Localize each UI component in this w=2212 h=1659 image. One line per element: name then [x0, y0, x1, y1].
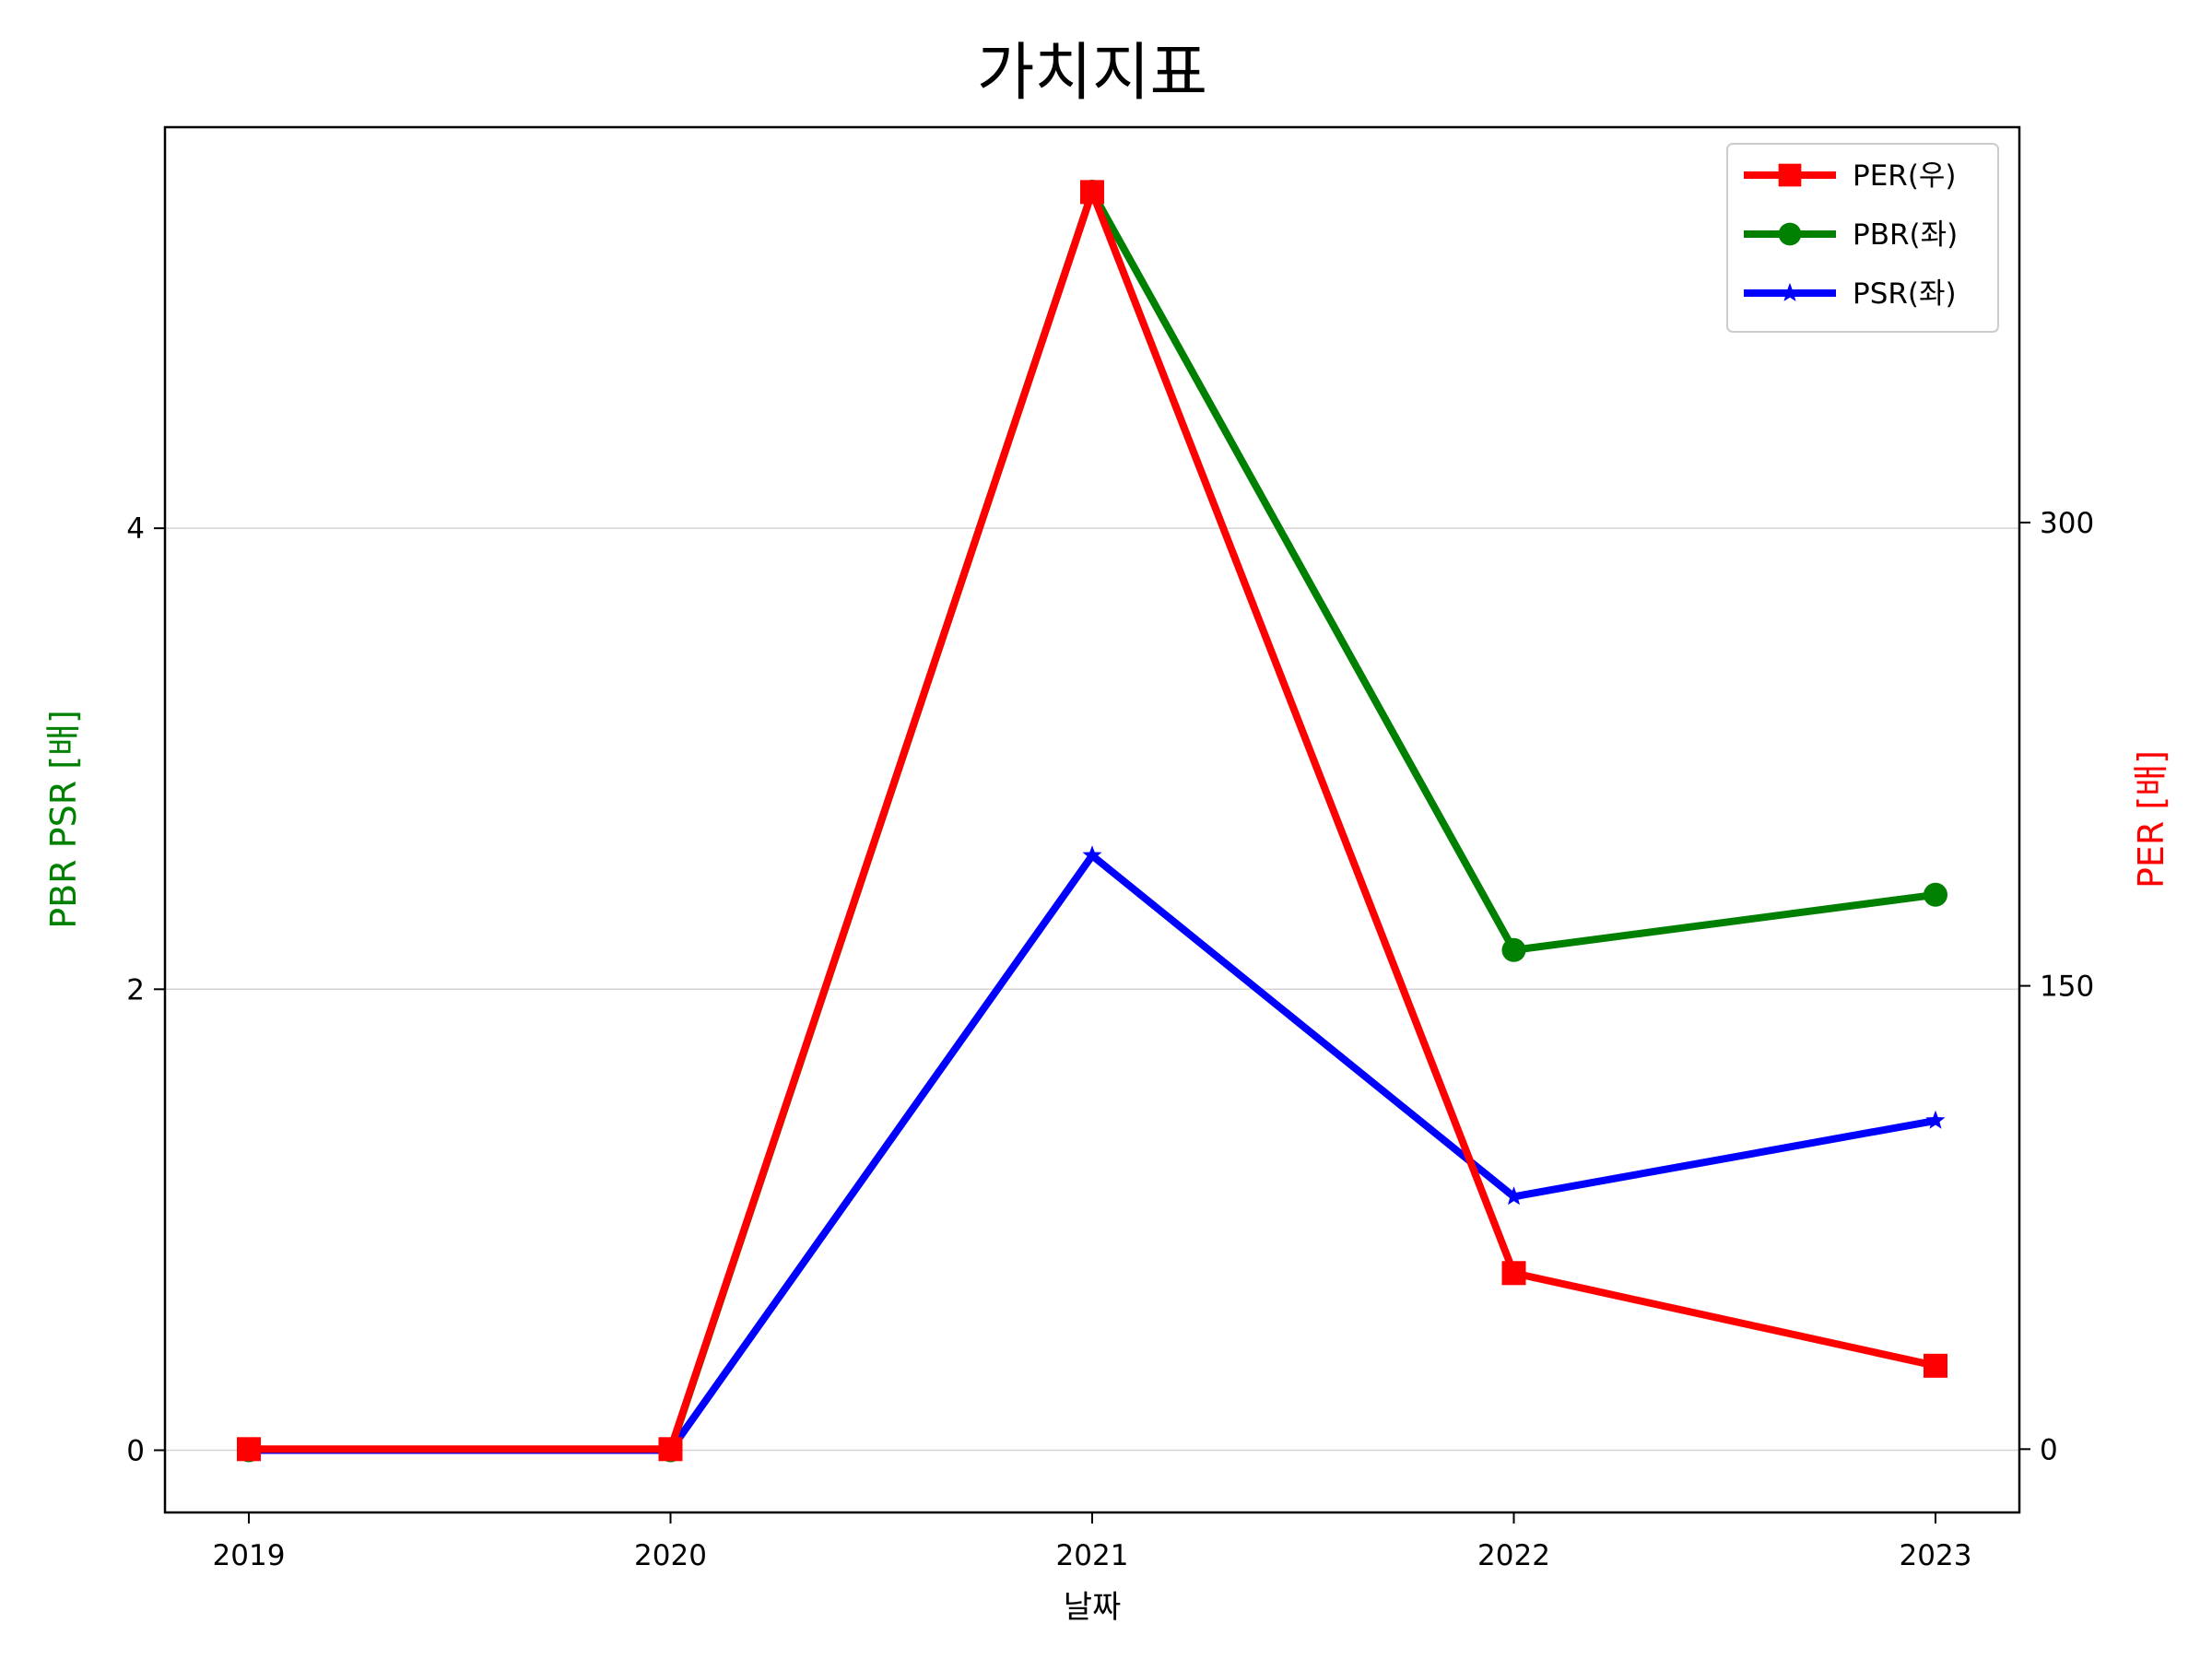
- x-tick-label: 2022: [1477, 1539, 1550, 1572]
- x-tick-label: 2021: [1056, 1539, 1129, 1572]
- y-left-tick-label: 2: [126, 973, 145, 1006]
- legend-label: PSR(좌): [1853, 277, 1957, 311]
- legend-marker: [1778, 222, 1802, 246]
- legend-label: PBR(좌): [1853, 218, 1958, 252]
- data-point: [1924, 882, 1947, 907]
- data-point: [237, 1437, 261, 1462]
- y-left-tick-label: 0: [126, 1434, 145, 1467]
- x-axis-label: 날짜: [1064, 1589, 1122, 1626]
- data-point: [1080, 180, 1104, 205]
- data-point: [1501, 937, 1526, 962]
- series-layer: [237, 180, 1947, 1463]
- y-axis-right: 0 150 300: [2019, 507, 2094, 1466]
- data-point: [1082, 845, 1102, 865]
- y-left-tick-label: 4: [126, 512, 145, 546]
- x-tick-label: 2019: [213, 1539, 286, 1572]
- y-axis-left: 0 2 4: [126, 512, 165, 1467]
- series-line: [245, 188, 1939, 1454]
- series-PBR(좌): [237, 180, 1947, 1463]
- series-PER(우): [237, 180, 1947, 1462]
- y-axis-right-label: PER [배]: [2131, 750, 2171, 888]
- series-PSR(좌): [239, 845, 1946, 1459]
- legend-marker: [1778, 163, 1802, 187]
- legend-item: PER(우): [1744, 159, 1957, 193]
- x-axis: 2019 2020 2021 2022 2023: [213, 1512, 1972, 1572]
- data-point: [1925, 1110, 1946, 1129]
- legend-item: PSR(좌): [1744, 277, 1957, 311]
- data-point: [1504, 1186, 1524, 1206]
- y-axis-left-label: PBR PSR [배]: [43, 710, 84, 929]
- y-right-tick-label: 300: [2040, 507, 2094, 540]
- legend-frame: [1726, 143, 1999, 333]
- data-point: [658, 1437, 683, 1462]
- series-line: [245, 188, 1939, 1453]
- legend: PER(우) PBR(좌) PSR(좌): [1726, 143, 1999, 333]
- data-point: [1501, 1261, 1526, 1286]
- y-right-tick-label: 0: [2040, 1433, 2058, 1466]
- series-line: [245, 852, 1939, 1454]
- data-point: [1924, 1353, 1947, 1378]
- legend-label: PER(우): [1853, 159, 1957, 193]
- x-tick-label: 2020: [634, 1539, 707, 1572]
- grid-lines: [165, 527, 2019, 1452]
- legend-marker: [1780, 282, 1800, 301]
- x-tick-label: 2023: [1900, 1539, 1972, 1572]
- chart-title: 가치지표: [977, 37, 1207, 110]
- legend-item: PBR(좌): [1744, 218, 1958, 252]
- plot-area-frame: [163, 125, 2021, 1514]
- y-right-tick-label: 150: [2040, 971, 2094, 1004]
